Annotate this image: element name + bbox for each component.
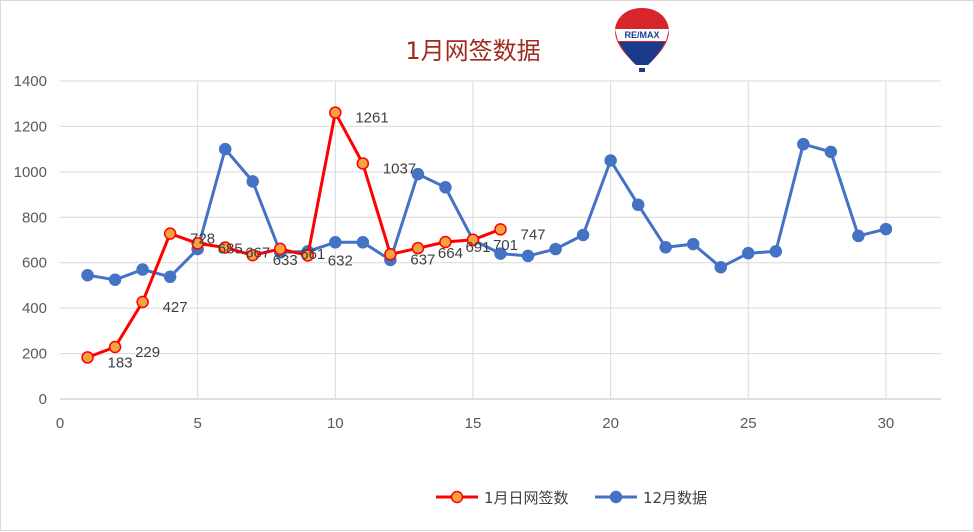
balloon-band (615, 29, 669, 41)
series-layer (81, 106, 893, 364)
y-tick-label: 1200 (14, 118, 47, 135)
x-tick-label: 25 (740, 415, 757, 432)
data-point (686, 237, 700, 251)
data-point (797, 137, 810, 151)
data-point (246, 175, 259, 188)
y-tick-label: 0 (39, 391, 47, 408)
data-point (218, 142, 232, 156)
data-point (742, 246, 755, 260)
data-label: 728 (190, 231, 215, 248)
y-tick-label: 600 (22, 255, 47, 272)
data-point (163, 270, 177, 284)
data-label: 664 (438, 245, 463, 262)
legend-label-2: 12月数据 (643, 489, 707, 507)
data-point (769, 245, 783, 258)
data-point (879, 222, 893, 236)
data-label: 632 (328, 252, 353, 269)
data-label: 229 (135, 344, 160, 361)
x-tick-label: 5 (193, 415, 201, 432)
data-point (439, 235, 452, 249)
data-point (136, 295, 149, 309)
legend: 1月日网签数 12月数据 (436, 489, 707, 507)
data-point (329, 106, 342, 119)
data-point (81, 268, 94, 282)
x-tick-label: 15 (465, 415, 482, 432)
data-point (714, 261, 727, 274)
grid-lines (60, 80, 941, 400)
x-tick-label: 0 (56, 415, 64, 432)
legend-label-1: 1月日网签数 (484, 489, 569, 507)
data-label: 685 (218, 240, 243, 257)
x-tick-label: 20 (602, 415, 619, 432)
data-point (163, 227, 177, 240)
data-point (301, 249, 315, 262)
logo-text: RE/MAX (624, 30, 659, 40)
data-label: 691 (465, 239, 490, 256)
balloon-basket (639, 68, 645, 72)
series-line (87, 142, 887, 282)
data-label: 701 (493, 237, 518, 254)
data-point (494, 223, 507, 236)
data-point (521, 249, 535, 263)
data-point (384, 248, 397, 261)
data-point (576, 228, 590, 242)
remax-balloon-logo: RE/MAX (615, 8, 669, 72)
data-label: 1037 (383, 160, 416, 177)
data-point (108, 273, 122, 286)
data-label: 747 (521, 226, 546, 243)
data-point (274, 242, 287, 256)
data-point (631, 198, 645, 212)
data-point (604, 154, 617, 167)
series-line (86, 111, 502, 359)
data-label: 661 (300, 246, 325, 263)
axis-tick-labels: 0 200 400 600 800 1000 1200 1400 0 5 10 15 20 25 30 (14, 73, 895, 432)
chart-title: 1月网签数据 (405, 37, 540, 65)
data-point (466, 233, 480, 247)
legend-swatch-marker-1 (450, 490, 464, 504)
data-point (136, 263, 149, 276)
y-tick-label: 800 (22, 209, 47, 226)
data-label: 427 (163, 299, 188, 316)
data-label: 1261 (355, 110, 388, 127)
data-label: 633 (273, 252, 298, 269)
data-label: 183 (108, 354, 133, 371)
data-point (218, 241, 232, 254)
y-tick-label: 400 (22, 300, 47, 317)
data-point (824, 145, 838, 159)
data-point (659, 241, 672, 254)
x-tick-label: 10 (327, 415, 344, 432)
data-point (329, 236, 342, 249)
balloon-lower (619, 42, 665, 65)
legend-swatch-marker-2 (609, 490, 623, 504)
y-tick-label: 1000 (14, 164, 47, 181)
data-point (852, 229, 865, 243)
data-label: 637 (410, 251, 435, 268)
data-point (246, 248, 259, 262)
data-label: 667 (245, 244, 270, 261)
data-point (81, 351, 94, 364)
x-tick-label: 30 (878, 415, 895, 432)
data-point (356, 236, 370, 249)
data-point (108, 340, 122, 354)
data-point (549, 242, 562, 256)
data-point (494, 247, 507, 260)
series-1 (81, 106, 507, 364)
data-point (411, 241, 425, 255)
data-point (356, 157, 370, 170)
data-point (439, 181, 452, 194)
y-tick-label: 1400 (14, 73, 47, 90)
series-2 (81, 137, 893, 286)
data-point (191, 237, 204, 250)
y-tick-label: 200 (22, 346, 47, 363)
data-point (411, 167, 425, 181)
